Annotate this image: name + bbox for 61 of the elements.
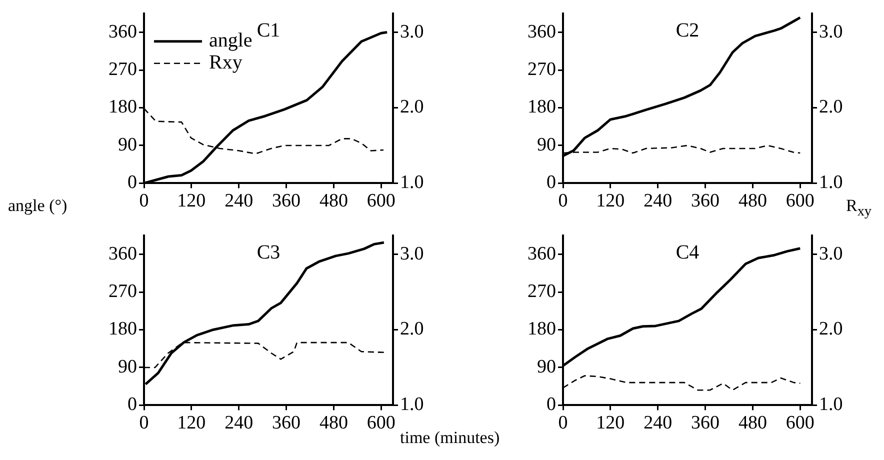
y2-tick-label: 3.0 <box>400 243 424 264</box>
y-tick-label: 0 <box>128 394 137 416</box>
x-tick-label: 240 <box>644 412 672 434</box>
x-tick-label: 360 <box>272 412 301 434</box>
x-tick-label: 120 <box>596 412 625 434</box>
y2-tick-label: 3.0 <box>819 243 843 264</box>
x-tick-label: 480 <box>738 412 767 434</box>
legend-label: angle <box>209 30 252 52</box>
y-tick-label: 270 <box>528 280 556 302</box>
y-tick-label: 360 <box>528 21 556 42</box>
y-tick-label: 360 <box>528 243 556 264</box>
x-axis-title: time (minutes) <box>400 428 500 448</box>
chart-title: C1 <box>256 20 280 42</box>
y2-tick-label: 3.0 <box>400 21 424 42</box>
x-tick-label: 600 <box>786 190 814 212</box>
y-tick-label: 360 <box>108 21 137 42</box>
x-tick-label: 240 <box>224 190 254 212</box>
y-tick-label: 180 <box>528 318 556 340</box>
x-tick-label: 240 <box>224 412 254 434</box>
x-tick-label: 360 <box>272 190 301 212</box>
y2-axis-title: R$_{xy}$ <box>846 196 872 220</box>
x-tick-label: 600 <box>366 412 396 434</box>
y-tick-label: 180 <box>108 96 137 118</box>
x-tick-label: 480 <box>738 190 767 212</box>
legend-label: Rxy <box>209 52 242 74</box>
y-tick-label: 270 <box>108 280 137 302</box>
y-tick-label: 270 <box>528 58 556 80</box>
y-tick-label: 0 <box>128 172 137 194</box>
y-tick-label: 0 <box>546 172 556 194</box>
y-tick-label: 270 <box>108 58 137 80</box>
x-tick-label: 120 <box>177 190 206 212</box>
x-tick-label: 480 <box>319 412 348 434</box>
y-axis-title: angle (°) <box>8 196 68 216</box>
y-tick-label: 180 <box>528 96 556 118</box>
x-tick-label: 120 <box>177 412 206 434</box>
y-tick-label: 180 <box>108 318 137 340</box>
y2-tick-label: 1.0 <box>400 394 424 416</box>
y-tick-label: 90 <box>118 134 137 156</box>
y2-tick-label: 1.0 <box>400 172 424 194</box>
x-tick-label: 120 <box>596 190 625 212</box>
y-tick-label: 0 <box>546 394 556 416</box>
chart-title: C4 <box>676 242 700 264</box>
y-tick-label: 90 <box>118 356 137 378</box>
x-tick-label: 360 <box>691 412 720 434</box>
y2-tick-label: 2.0 <box>819 318 843 340</box>
chart-title: C3 <box>256 242 280 264</box>
y2-tick-label: 1.0 <box>819 172 843 194</box>
y2-tick-label: 2.0 <box>400 96 424 118</box>
y2-tick-label: 2.0 <box>400 318 424 340</box>
y2-tick-label: 3.0 <box>819 21 843 42</box>
x-tick-label: 480 <box>319 190 348 212</box>
x-tick-label: 240 <box>644 190 672 212</box>
x-tick-label: 600 <box>366 190 396 212</box>
y2-tick-label: 2.0 <box>819 96 843 118</box>
y-tick-label: 90 <box>537 134 556 156</box>
y-tick-label: 90 <box>537 356 556 378</box>
x-tick-label: 360 <box>691 190 720 212</box>
chart-title: C2 <box>676 20 700 42</box>
y2-tick-label: 1.0 <box>819 394 843 416</box>
x-tick-label: 600 <box>786 412 814 434</box>
y-tick-label: 360 <box>108 243 137 264</box>
